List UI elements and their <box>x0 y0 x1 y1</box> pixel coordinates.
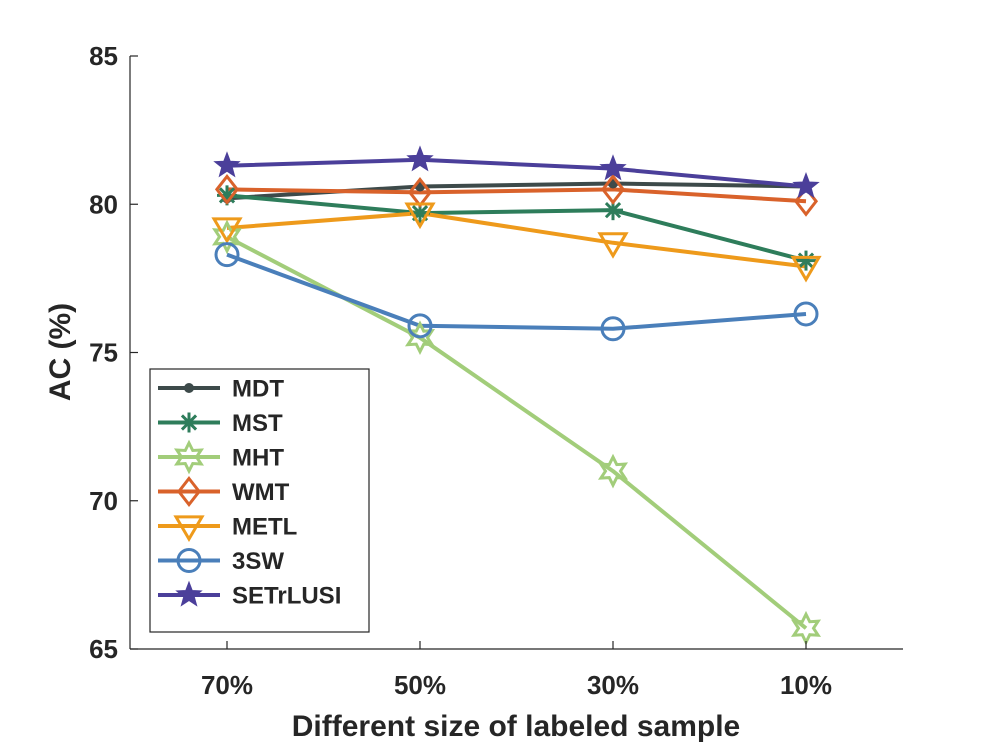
data-point-metl <box>597 232 629 259</box>
data-point-mht <box>597 453 629 489</box>
legend-marker-mht <box>173 439 205 475</box>
series-line-3sw <box>226 252 807 331</box>
legend-marker-mst <box>179 412 199 433</box>
data-point-3sw <box>214 242 240 268</box>
legend: MDT MST MHT WMT METL 3SW SETrLUSI <box>149 368 370 633</box>
legend-marker-3sw <box>176 548 202 573</box>
legend-marker-mdt <box>184 383 194 393</box>
legend-item-mht: MHT <box>158 439 284 475</box>
legend-label-mdt: MDT <box>232 376 284 403</box>
y-tick-label: 65 <box>89 634 118 664</box>
legend-marker-wmt <box>176 476 202 507</box>
data-point-metl <box>790 255 822 283</box>
data-point-3sw <box>407 313 433 339</box>
data-point-setrlusi <box>406 145 434 172</box>
legend-label-mht: MHT <box>232 445 284 472</box>
legend-marker-metl <box>173 515 205 542</box>
data-point-wmt <box>600 173 626 205</box>
x-tick-label: 50% <box>394 670 446 700</box>
data-point-setrlusi <box>792 172 820 199</box>
series-line-mht <box>226 235 808 630</box>
legend-item-mdt: MDT <box>158 376 284 403</box>
legend-marker-setrlusi <box>175 580 203 607</box>
y-tick-label: 80 <box>89 189 118 219</box>
data-point-mht <box>404 320 436 356</box>
series-line-setrlusi <box>226 157 807 189</box>
x-tick-label: 10% <box>780 670 832 700</box>
legend-label-wmt: WMT <box>232 479 290 506</box>
data-point-metl <box>211 217 243 244</box>
legend-label-metl: METL <box>232 514 297 541</box>
legend-item-mst: MST <box>158 410 283 437</box>
data-point-mht <box>211 219 243 255</box>
data-point-3sw <box>793 301 819 327</box>
data-point-mst <box>796 250 816 271</box>
legend-label-3sw: 3SW <box>232 548 284 575</box>
legend-item-wmt: WMT <box>158 476 290 507</box>
x-tick-label: 70% <box>201 670 253 700</box>
series-line-wmt <box>226 187 807 204</box>
data-point-3sw <box>600 316 626 342</box>
x-tick-label: 30% <box>587 670 639 700</box>
y-tick-label: 75 <box>89 338 118 368</box>
legend-item-3sw: 3SW <box>158 548 284 575</box>
legend-item-metl: METL <box>158 514 297 542</box>
data-point-setrlusi <box>213 151 241 178</box>
legend-label-mst: MST <box>232 410 283 437</box>
y-tick-label: 85 <box>89 41 118 71</box>
y-tick-label: 70 <box>89 486 118 516</box>
data-point-wmt <box>214 173 240 205</box>
ticks-layer: 65 70 75 80 85 70% 50% 30% 10% <box>89 41 832 700</box>
series-line-mst <box>226 193 807 263</box>
series-layer <box>211 145 822 646</box>
legend-label-setrlusi: SETrLUSI <box>232 583 341 610</box>
x-axis-label: Different size of labeled sample <box>292 710 740 743</box>
series-markers <box>211 145 822 646</box>
series-lines <box>226 157 808 630</box>
data-point-setrlusi <box>599 154 627 181</box>
series-line-metl <box>226 211 807 269</box>
legend-item-setrlusi: SETrLUSI <box>158 580 341 610</box>
data-point-metl <box>404 202 436 230</box>
y-axis-label: AC (%) <box>44 303 77 401</box>
